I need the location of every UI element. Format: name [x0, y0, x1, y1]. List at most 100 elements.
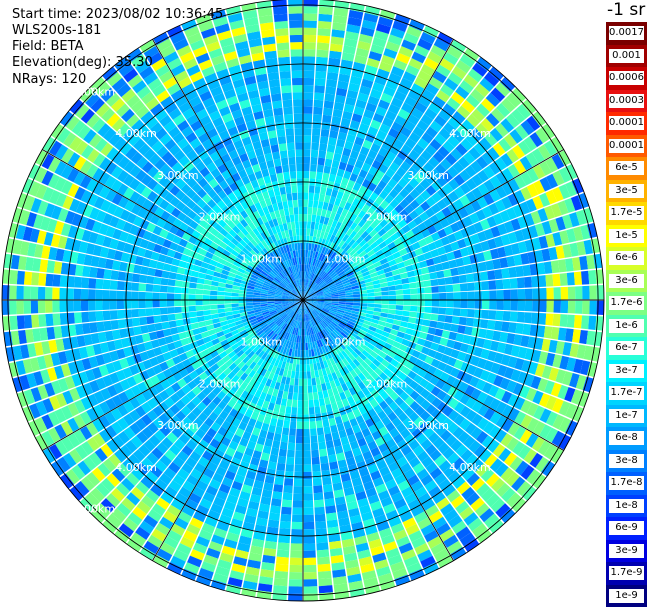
ppi-gate	[486, 215, 497, 228]
ppi-gate	[446, 300, 454, 308]
ppi-gate	[459, 343, 470, 353]
ppi-gate	[217, 304, 225, 309]
ppi-gate	[213, 527, 228, 539]
ppi-gate	[433, 221, 444, 232]
ppi-gate	[331, 475, 342, 484]
ppi-gate	[339, 231, 346, 240]
ppi-gate	[286, 325, 292, 333]
ppi-gate	[294, 214, 299, 222]
ppi-gate	[496, 102, 511, 118]
ppi-gate	[332, 14, 348, 24]
ppi-gate	[236, 222, 245, 231]
ppi-gate	[341, 193, 350, 202]
ppi-gate	[345, 559, 359, 569]
ppi-gate	[124, 200, 136, 212]
ppi-gate	[330, 289, 338, 293]
ppi-gate	[248, 378, 257, 387]
ppi-gate	[322, 484, 333, 493]
ppi-gate	[450, 39, 467, 54]
ppi-gate	[496, 290, 504, 300]
ppi-gate	[109, 215, 120, 228]
ppi-gate	[279, 521, 291, 529]
ppi-gate	[256, 264, 264, 271]
ppi-gate	[237, 497, 249, 508]
ppi-gate	[135, 418, 147, 431]
ppi-gate	[322, 308, 330, 313]
ppi-gate	[432, 335, 442, 344]
ppi-gate	[300, 278, 303, 286]
ppi-gate	[325, 210, 332, 219]
ppi-gate	[475, 379, 487, 391]
ppi-gate	[306, 257, 310, 265]
ppi-gate	[161, 270, 170, 279]
ppi-gate	[439, 300, 447, 308]
ppi-gate	[573, 358, 584, 374]
ppi-gate	[422, 273, 431, 281]
ppi-gate	[493, 374, 504, 387]
ppi-gate	[263, 547, 277, 557]
ppi-gate	[496, 246, 507, 258]
ppi-gate	[298, 321, 301, 329]
ppi-gate	[319, 143, 328, 152]
ppi-gate	[48, 247, 58, 261]
ppi-gate	[129, 165, 142, 178]
ppi-gate	[393, 498, 407, 510]
ppi-gate	[209, 300, 218, 305]
ppi-gate	[285, 324, 290, 332]
ppi-gate	[347, 259, 356, 267]
ppi-gate	[459, 506, 474, 520]
ppi-gate	[482, 206, 493, 218]
ppi-gate	[334, 255, 342, 263]
ppi-gate	[394, 396, 405, 407]
ppi-gate	[431, 180, 442, 192]
ppi-gate	[317, 302, 325, 305]
ppi-gate	[534, 337, 544, 351]
ppi-gate	[428, 156, 440, 168]
ppi-gate	[299, 306, 302, 315]
ppi-gate	[139, 39, 156, 54]
ppi-gate	[404, 137, 417, 149]
ppi-gate	[545, 233, 556, 248]
ppi-gate	[264, 266, 271, 273]
ppi-gate	[173, 549, 189, 562]
ppi-gate	[265, 276, 273, 282]
ppi-gate	[489, 398, 501, 411]
ppi-gate	[189, 39, 205, 51]
ppi-gate	[316, 535, 328, 544]
ppi-gate	[488, 280, 497, 290]
ppi-gate	[466, 364, 477, 376]
ppi-gate	[253, 309, 262, 313]
ppi-gate	[182, 247, 192, 257]
ppi-gate	[141, 198, 153, 211]
ppi-gate	[275, 469, 285, 479]
ppi-gate	[434, 239, 444, 249]
ppi-gate	[340, 319, 348, 325]
ppi-gate	[323, 231, 329, 240]
ppi-gate	[248, 279, 257, 285]
ppi-gate	[232, 281, 241, 287]
ppi-gate	[483, 394, 495, 408]
ppi-gate	[304, 286, 308, 294]
ppi-gate	[349, 514, 362, 525]
ppi-gate	[384, 204, 394, 214]
ppi-gate	[287, 340, 292, 349]
ppi-gate	[9, 300, 17, 315]
ppi-gate	[322, 273, 329, 280]
ppi-gate	[503, 300, 511, 311]
ppi-gate	[253, 380, 261, 390]
ppi-gate	[104, 425, 118, 439]
ppi-gate	[198, 20, 214, 33]
ppi-gate	[321, 310, 328, 316]
ppi-gate	[399, 198, 410, 209]
ppi-gate	[164, 386, 176, 397]
ppi-gate	[280, 193, 288, 202]
ppi-gate	[316, 291, 324, 295]
ppi-gate	[148, 434, 161, 447]
ppi-gate	[203, 467, 215, 479]
ppi-gate	[277, 360, 283, 369]
ppi-gate	[251, 487, 263, 497]
ppi-gate	[189, 137, 202, 149]
ppi-gate	[375, 328, 384, 335]
ppi-gate	[369, 398, 379, 408]
ppi-gate	[443, 52, 459, 66]
